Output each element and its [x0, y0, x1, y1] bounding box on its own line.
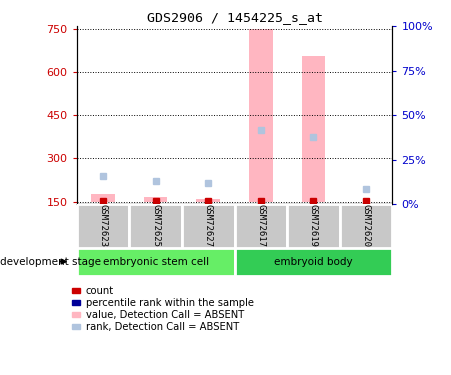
Text: GSM72617: GSM72617: [256, 204, 265, 248]
FancyBboxPatch shape: [129, 204, 182, 248]
Text: value, Detection Call = ABSENT: value, Detection Call = ABSENT: [86, 310, 244, 320]
FancyBboxPatch shape: [77, 204, 129, 248]
Text: embryonic stem cell: embryonic stem cell: [102, 256, 209, 267]
Bar: [91, 194, 115, 201]
Text: development stage: development stage: [0, 256, 101, 267]
FancyBboxPatch shape: [77, 248, 235, 276]
Text: percentile rank within the sample: percentile rank within the sample: [86, 298, 254, 307]
Bar: [196, 199, 220, 201]
FancyBboxPatch shape: [182, 204, 235, 248]
Text: embryoid body: embryoid body: [274, 256, 353, 267]
Text: GSM72625: GSM72625: [151, 204, 160, 248]
Title: GDS2906 / 1454225_s_at: GDS2906 / 1454225_s_at: [147, 11, 322, 24]
Text: rank, Detection Call = ABSENT: rank, Detection Call = ABSENT: [86, 322, 239, 332]
FancyBboxPatch shape: [287, 204, 340, 248]
Text: GSM72627: GSM72627: [204, 204, 213, 248]
Text: GSM72619: GSM72619: [309, 204, 318, 248]
Text: GSM72623: GSM72623: [98, 204, 107, 248]
FancyBboxPatch shape: [340, 204, 392, 248]
Bar: [144, 197, 167, 201]
Bar: [249, 29, 273, 201]
Bar: [302, 56, 325, 201]
Text: count: count: [86, 286, 114, 296]
FancyBboxPatch shape: [235, 204, 287, 248]
Text: GSM72620: GSM72620: [362, 204, 371, 248]
FancyBboxPatch shape: [235, 248, 392, 276]
